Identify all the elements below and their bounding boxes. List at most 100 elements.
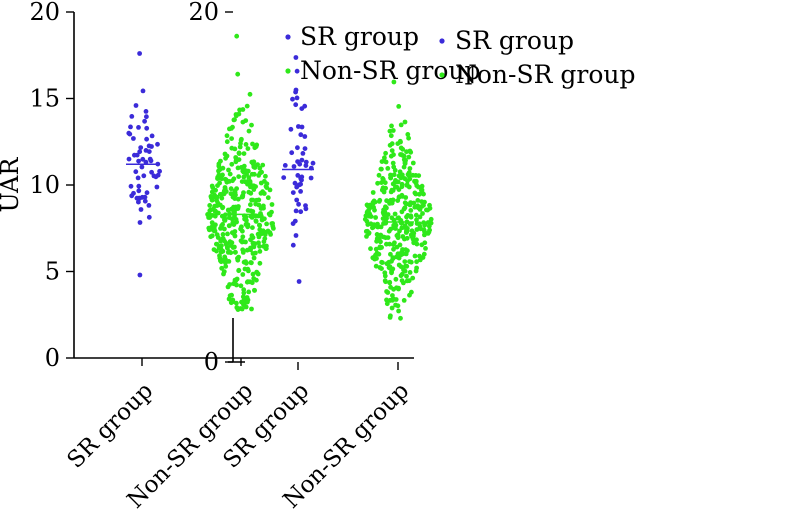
- data-point: [240, 107, 246, 112]
- data-point: [224, 139, 230, 145]
- data-point: [293, 102, 299, 108]
- data-point: [413, 173, 419, 178]
- data-point: [395, 198, 401, 204]
- data-point: [390, 181, 396, 187]
- data-point: [404, 278, 410, 284]
- data-point: [235, 71, 241, 77]
- data-point: [261, 239, 267, 245]
- data-point: [250, 161, 256, 167]
- data-point: [140, 194, 145, 200]
- data-point: [282, 163, 288, 168]
- data-point: [379, 180, 384, 186]
- data-point: [396, 252, 402, 258]
- data-point: [294, 184, 300, 190]
- data-point: [235, 196, 241, 202]
- data-point: [413, 191, 419, 197]
- data-point: [260, 162, 266, 168]
- data-point: [254, 197, 259, 203]
- data-point: [401, 298, 407, 303]
- data-point: [389, 148, 395, 154]
- data-point: [376, 172, 382, 178]
- data-point: [288, 126, 294, 132]
- data-point: [257, 165, 263, 171]
- data-point: [221, 189, 227, 195]
- data-point: [144, 190, 150, 196]
- data-point: [148, 158, 154, 164]
- data-point: [382, 209, 388, 215]
- data-point: [389, 258, 394, 264]
- data-point: [139, 164, 145, 170]
- data-point: [236, 151, 242, 157]
- data-point: [371, 255, 376, 260]
- data-point: [382, 155, 387, 161]
- data-point: [402, 259, 408, 264]
- data-point: [405, 132, 411, 137]
- data-point: [217, 180, 223, 186]
- data-point: [132, 152, 137, 158]
- data-point: [155, 172, 161, 178]
- data-point: [237, 144, 243, 150]
- data-point: [223, 264, 229, 269]
- data-point: [406, 170, 412, 176]
- data-point: [134, 195, 140, 201]
- data-point: [370, 225, 375, 231]
- data-point: [211, 225, 217, 231]
- data-point: [378, 166, 384, 172]
- data-point: [221, 269, 227, 274]
- data-point: [131, 136, 136, 141]
- data-point: [144, 136, 150, 142]
- data-point: [294, 197, 300, 203]
- chart-1-points: [126, 33, 276, 312]
- data-point: [393, 276, 399, 282]
- chart-1-y-axis-label: UAR: [0, 157, 24, 213]
- data-point: [137, 220, 143, 225]
- data-point: [393, 297, 399, 302]
- data-point: [135, 175, 141, 181]
- data-point: [393, 302, 398, 308]
- legend-marker: [439, 38, 445, 44]
- data-point: [228, 250, 234, 256]
- data-point: [399, 192, 405, 198]
- data-point: [157, 168, 163, 174]
- data-point: [407, 270, 413, 275]
- data-point: [142, 198, 148, 204]
- data-point: [232, 117, 237, 123]
- data-point: [253, 201, 259, 207]
- data-point: [144, 125, 150, 131]
- data-point: [241, 290, 247, 296]
- data-point: [264, 243, 269, 249]
- data-point: [265, 195, 271, 201]
- data-point: [262, 178, 267, 184]
- data-point: [243, 168, 249, 174]
- data-point: [380, 216, 386, 222]
- data-point: [220, 222, 226, 227]
- data-point: [252, 165, 258, 170]
- data-point: [131, 190, 136, 196]
- data-point: [399, 225, 405, 231]
- data-point: [416, 184, 421, 190]
- data-point: [368, 246, 373, 252]
- data-point: [238, 226, 244, 232]
- data-point: [399, 184, 405, 190]
- data-point: [136, 125, 141, 130]
- legend-marker: [285, 68, 291, 74]
- data-point: [229, 136, 235, 142]
- data-point: [406, 154, 412, 160]
- data-point: [290, 96, 295, 102]
- data-point: [384, 301, 390, 307]
- data-point: [396, 286, 401, 292]
- data-point: [230, 178, 235, 184]
- data-point: [363, 213, 369, 219]
- data-point: [136, 183, 142, 189]
- data-point: [420, 211, 425, 216]
- data-point: [388, 197, 394, 203]
- data-point: [402, 160, 408, 166]
- data-point: [252, 287, 257, 293]
- data-point: [264, 221, 269, 227]
- data-point: [396, 308, 401, 314]
- data-point: [223, 155, 229, 161]
- data-point: [384, 297, 389, 303]
- data-point: [380, 176, 386, 181]
- data-point: [207, 215, 213, 220]
- data-point: [239, 194, 245, 200]
